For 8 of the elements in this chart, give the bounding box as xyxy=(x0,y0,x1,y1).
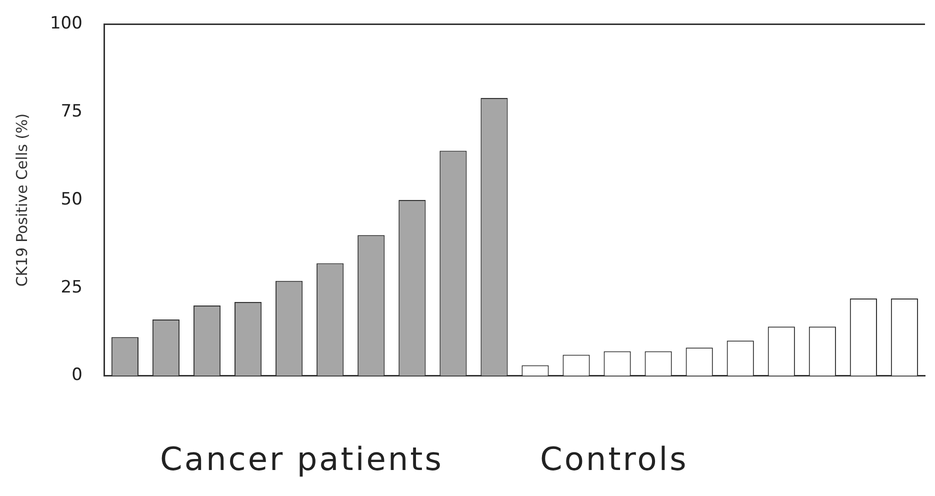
y-tick-label: 100 xyxy=(50,14,82,34)
y-tick-label: 75 xyxy=(60,102,82,122)
text: Controls xyxy=(540,440,688,478)
y-tick-label: 25 xyxy=(60,277,82,298)
text: Cancer patients xyxy=(160,440,444,478)
y-axis-title: CK19 Positive Cells (%) xyxy=(12,113,31,287)
y-tick-label: 50 xyxy=(60,189,82,210)
y-tick-label: 0 xyxy=(72,365,82,386)
